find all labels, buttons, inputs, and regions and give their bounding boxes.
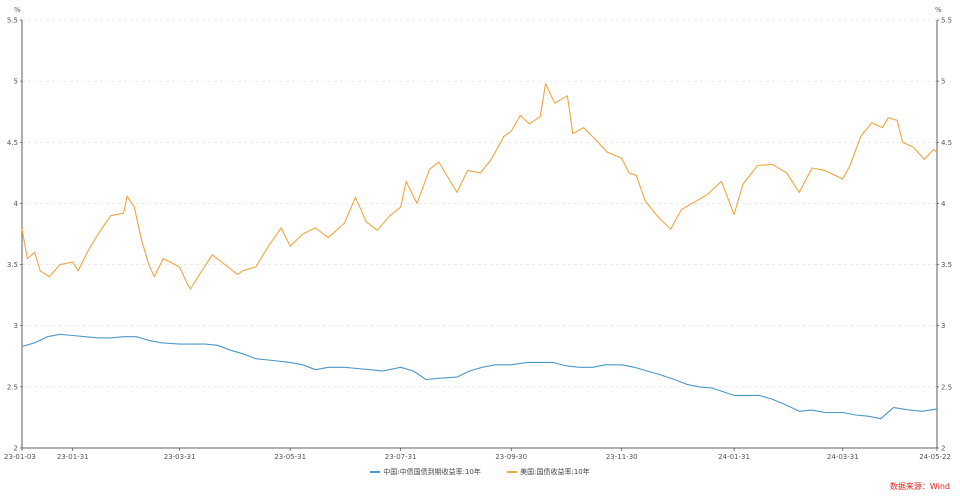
x-tick-labels: 23-01-03 23-01-31 23-03-31 23-05-31 23-07-31…	[4, 448, 951, 461]
legend-label-us: 美国:国债收益率:10年	[520, 468, 590, 476]
left-unit-label: %	[14, 6, 21, 14]
x-tick-label: 23-01-31	[57, 453, 89, 461]
right-y-tick-label: 3	[941, 322, 945, 330]
x-tick-label: 23-01-03	[4, 453, 36, 461]
right-y-tick-labels: 2 2.5 3 3.5 4 4.5 5 5.5	[937, 17, 952, 453]
right-y-tick-label: 5	[941, 78, 945, 86]
axes	[21, 20, 938, 449]
right-y-tick-label: 5.5	[941, 17, 952, 25]
legend-label-china: 中国:中债国债到期收益率:10年	[383, 468, 481, 476]
left-y-tick-label: 3.5	[7, 261, 18, 269]
series-line-us-10y	[21, 83, 938, 290]
left-y-tick-label: 4	[14, 200, 19, 208]
x-tick-label: 24-05-22	[919, 453, 951, 461]
legend-swatch-us	[507, 471, 518, 473]
legend-item-china[interactable]: 中国:中债国债到期收益率:10年	[370, 467, 481, 477]
left-y-tick-label: 2	[14, 445, 18, 453]
left-y-tick-label: 5.5	[7, 17, 18, 25]
legend-item-us[interactable]: 美国:国债收益率:10年	[507, 467, 590, 477]
left-y-tick-label: 4.5	[7, 139, 18, 147]
left-y-tick-labels: 2 2.5 3 3.5 4 4.5 5 5.5	[7, 17, 22, 453]
left-y-tick-label: 2.5	[7, 383, 18, 391]
source-label: 数据来源：Wind	[889, 482, 950, 491]
legend-swatch-china	[370, 471, 381, 473]
right-y-tick-label: 4	[941, 200, 946, 208]
x-tick-label: 24-03-31	[827, 453, 859, 461]
left-y-tick-label: 3	[14, 322, 18, 330]
x-tick-label: 23-07-31	[385, 453, 417, 461]
x-tick-label: 23-11-30	[606, 453, 638, 461]
legend: 中国:中债国债到期收益率:10年 美国:国债收益率:10年	[0, 467, 960, 477]
grid-lines	[22, 19, 937, 388]
right-unit-label: %	[935, 6, 942, 14]
right-y-tick-label: 3.5	[941, 261, 952, 269]
right-y-tick-label: 2	[941, 445, 945, 453]
x-tick-label: 23-05-31	[274, 453, 306, 461]
right-y-tick-label: 4.5	[941, 139, 952, 147]
left-y-tick-label: 5	[14, 78, 18, 86]
right-y-tick-label: 2.5	[941, 383, 952, 391]
x-tick-label: 24-01-31	[718, 453, 750, 461]
x-tick-label: 23-09-30	[495, 453, 527, 461]
series-line-china-10y	[21, 333, 938, 420]
series-lines	[21, 83, 938, 420]
x-tick-label: 23-03-31	[164, 453, 196, 461]
